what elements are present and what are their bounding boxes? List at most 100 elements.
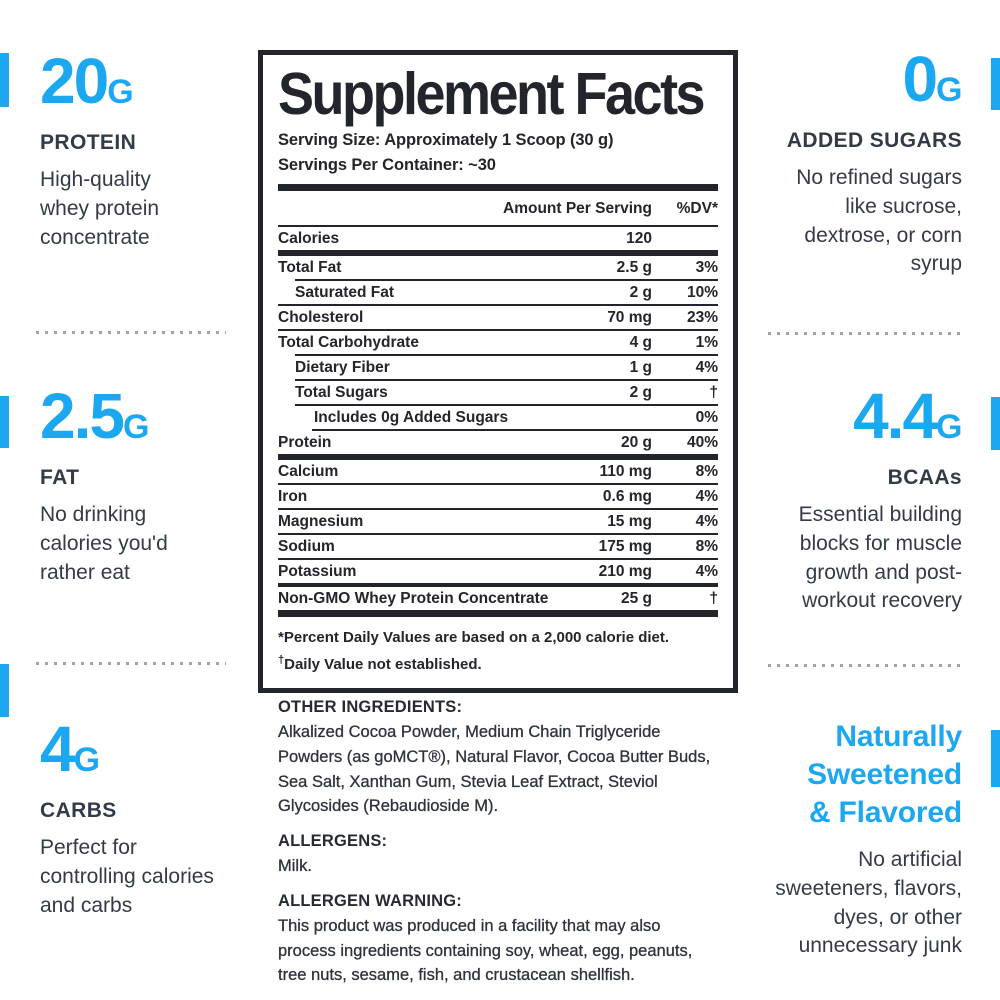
stat-label: CARBS xyxy=(40,799,117,822)
row-separator xyxy=(295,279,718,281)
nutrient-row: Potassium 210 mg 4% xyxy=(278,560,718,583)
stat-label: ADDED SUGARS xyxy=(786,129,962,152)
nutrient-dv: 8% xyxy=(695,538,718,555)
row-separator xyxy=(278,583,718,587)
nutrient-dv: 3% xyxy=(695,259,718,276)
nutrient-dv: 23% xyxy=(686,309,718,326)
nutrient-row: Total Carbohydrate 4 g 1% xyxy=(278,331,718,354)
nutrient-name: Iron xyxy=(278,488,308,505)
row-separator xyxy=(278,610,718,617)
nutrient-dv: 8% xyxy=(695,463,718,480)
nutrient-row: Magnesium 15 mg 4% xyxy=(278,510,718,533)
footnote: *Percent Daily Values are based on a 2,0… xyxy=(278,626,718,649)
nutrient-amount: 4 g xyxy=(629,334,652,351)
divider-left-2 xyxy=(36,662,226,665)
nutrient-dv: 4% xyxy=(695,563,718,580)
stat-number: 4 xyxy=(40,713,76,785)
nutrient-amount: 2 g xyxy=(629,384,652,401)
nutrient-dv: 1% xyxy=(695,334,718,351)
nutrient-name: Protein xyxy=(278,434,332,451)
stat-number: 2.5 xyxy=(40,380,125,452)
nutrient-dv: 4% xyxy=(695,488,718,505)
serving-size: Serving Size: Approximately 1 Scoop (30 … xyxy=(278,131,614,149)
callout-added-sugars: 0G ADDED SUGARS No refined sugars like s… xyxy=(767,47,963,279)
row-separator xyxy=(278,250,718,256)
footnote-marker: * xyxy=(278,629,284,646)
row-separator xyxy=(295,354,718,356)
allergen-warning-text: This product was produced in a facility … xyxy=(278,916,693,985)
thick-rule xyxy=(278,184,718,191)
nutrient-dv: 0% xyxy=(695,409,718,426)
nutrient-amount: 25 g xyxy=(620,590,652,607)
nutrient-amount: 175 mg xyxy=(598,538,652,555)
divider-left-1 xyxy=(36,331,226,334)
footnotes: *Percent Daily Values are based on a 2,0… xyxy=(278,626,718,676)
nutrient-name: Total Sugars xyxy=(295,384,388,401)
stat-label: BCAAs xyxy=(887,466,962,489)
nutrient-table: Calories 120 Total Fat 2.5 g 3% Saturated Fat… xyxy=(278,227,718,617)
nutrient-dv: † xyxy=(709,590,718,607)
footnote: †Daily Value not established. xyxy=(278,649,718,676)
stat-number: 0 xyxy=(902,43,938,115)
stat-description: Perfect for controlling calories and car… xyxy=(40,836,214,917)
column-header-dv: %DV* xyxy=(676,200,718,217)
stat-unit: G xyxy=(73,741,100,779)
nutrient-name: Non-GMO Whey Protein Concentrate xyxy=(278,590,549,607)
stat-value: 4.4G xyxy=(767,384,962,459)
nutrient-row: Calories 120 xyxy=(278,227,718,250)
allergen-warning-heading: ALLERGEN WARNING: xyxy=(278,891,462,910)
nutrient-dv: 4% xyxy=(695,513,718,530)
accent-bar-bcaas xyxy=(991,397,1000,450)
callout-heading: Naturally Sweetened & Flavored xyxy=(807,720,962,829)
nutrient-amount: 210 mg xyxy=(598,563,652,580)
table-header: Amount Per Serving %DV* xyxy=(278,191,718,225)
nutrient-amount: 70 mg xyxy=(607,309,652,326)
nutrient-amount: 15 mg xyxy=(607,513,652,530)
accent-bar-added-sugars xyxy=(991,58,1000,110)
stat-value: 2.5G xyxy=(40,384,240,459)
nutrient-name: Cholesterol xyxy=(278,309,364,326)
nutrient-name: Total Fat xyxy=(278,259,342,276)
row-separator xyxy=(278,304,718,306)
nutrient-name: Potassium xyxy=(278,563,357,580)
stat-description: Essential building blocks for muscle gro… xyxy=(798,503,962,613)
nutrient-name: Calcium xyxy=(278,463,339,480)
callout-naturally-sweetened: Naturally Sweetened & Flavored No artifi… xyxy=(767,718,962,961)
nutrient-row: Saturated Fat 2 g 10% xyxy=(278,281,718,304)
nutrient-row: Sodium 175 mg 8% xyxy=(278,535,718,558)
nutrient-amount: 2 g xyxy=(629,284,652,301)
stat-description: No drinking calories you'd rather eat xyxy=(40,503,168,584)
nutrient-name: Total Carbohydrate xyxy=(278,334,419,351)
row-separator xyxy=(278,533,718,535)
nutrient-row: Total Fat 2.5 g 3% xyxy=(278,256,718,279)
other-ingredients-heading: OTHER INGREDIENTS: xyxy=(278,698,463,716)
stat-number: 4.4 xyxy=(853,380,938,452)
row-separator xyxy=(278,483,718,485)
nutrient-name: Sodium xyxy=(278,538,335,555)
callout-fat: 2.5G FAT No drinking calories you'd rath… xyxy=(40,384,240,587)
footnote-text: Daily Value not established. xyxy=(284,656,482,673)
row-separator xyxy=(278,329,718,331)
stat-unit: G xyxy=(936,408,962,446)
accent-bar-carbs xyxy=(0,664,9,717)
row-separator xyxy=(295,404,718,406)
nutrient-name: Includes 0g Added Sugars xyxy=(314,409,509,426)
stat-value: 4G xyxy=(40,717,240,792)
nutrient-row: Protein 20 g 40% xyxy=(278,431,718,454)
nutrient-amount: 0.6 mg xyxy=(602,488,652,505)
nutrient-row: Total Sugars 2 g † xyxy=(278,381,718,404)
nutrient-name: Calories xyxy=(278,230,340,247)
stat-unit: G xyxy=(936,71,962,109)
footnote-text: Percent Daily Values are based on a 2,00… xyxy=(283,629,670,646)
row-separator xyxy=(278,508,718,510)
nutrient-amount: 1 g xyxy=(629,359,652,376)
stat-label: FAT xyxy=(40,466,80,489)
other-ingredients-text: Alkalized Cocoa Powder, Medium Chain Tri… xyxy=(278,723,711,816)
row-separator xyxy=(295,379,718,381)
callout-carbs: 4G CARBS Perfect for controlling calorie… xyxy=(40,717,240,920)
stat-number: 20 xyxy=(40,45,109,117)
nutrient-dv: 4% xyxy=(695,359,718,376)
nutrient-row: Cholesterol 70 mg 23% xyxy=(278,306,718,329)
stat-value: 0G xyxy=(767,47,962,122)
accent-bar-protein xyxy=(0,53,9,107)
